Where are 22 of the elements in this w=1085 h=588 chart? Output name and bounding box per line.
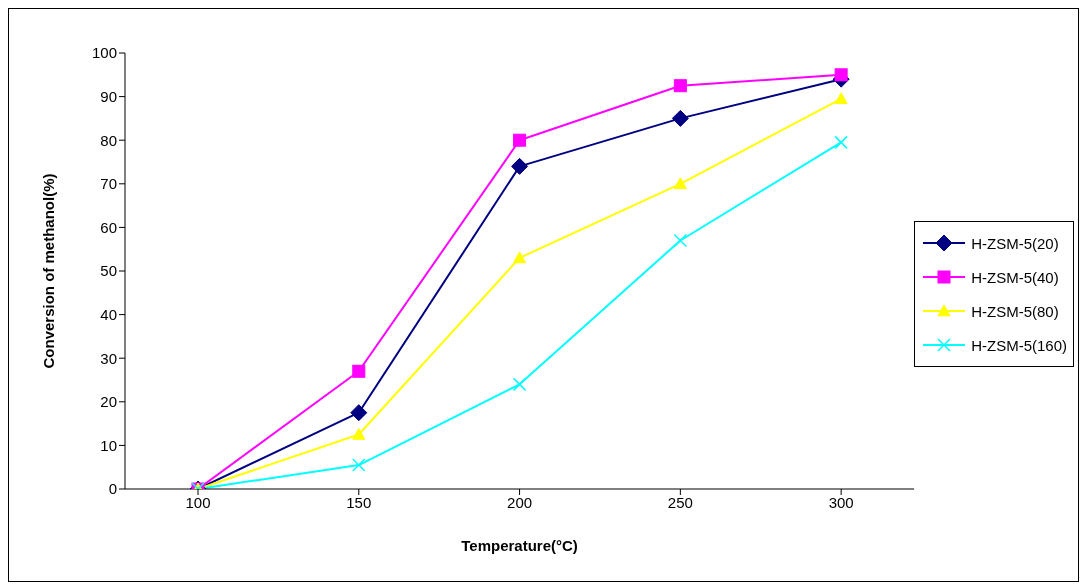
legend-label: H-ZSM-5(40) bbox=[971, 268, 1059, 286]
y-tick-label: 90 bbox=[100, 87, 117, 105]
y-tick-label: 100 bbox=[91, 44, 117, 62]
y-tick-label: 40 bbox=[100, 305, 117, 323]
y-tick-label: 60 bbox=[100, 218, 117, 236]
y-tick-label: 70 bbox=[100, 175, 117, 193]
x-tick-label: 150 bbox=[346, 493, 372, 511]
y-tick-label: 20 bbox=[100, 393, 117, 411]
x-tick-label: 200 bbox=[507, 493, 533, 511]
x-tick-label: 250 bbox=[667, 493, 693, 511]
y-tick-label: 0 bbox=[108, 480, 117, 498]
x-axis-title: Temperature(°C) bbox=[461, 537, 578, 554]
legend-label: H-ZSM-5(20) bbox=[971, 234, 1059, 252]
x-tick-label: 100 bbox=[185, 493, 211, 511]
y-tick-label: 10 bbox=[100, 436, 117, 454]
legend-label: H-ZSM-5(160) bbox=[971, 336, 1067, 354]
y-tick-label: 50 bbox=[100, 262, 117, 280]
legend-label: H-ZSM-5(80) bbox=[971, 302, 1059, 320]
x-tick-label: 300 bbox=[828, 493, 854, 511]
y-tick-label: 30 bbox=[100, 349, 117, 367]
y-axis-title: Conversion of methanol(%) bbox=[40, 173, 58, 369]
y-tick-label: 80 bbox=[100, 131, 117, 149]
